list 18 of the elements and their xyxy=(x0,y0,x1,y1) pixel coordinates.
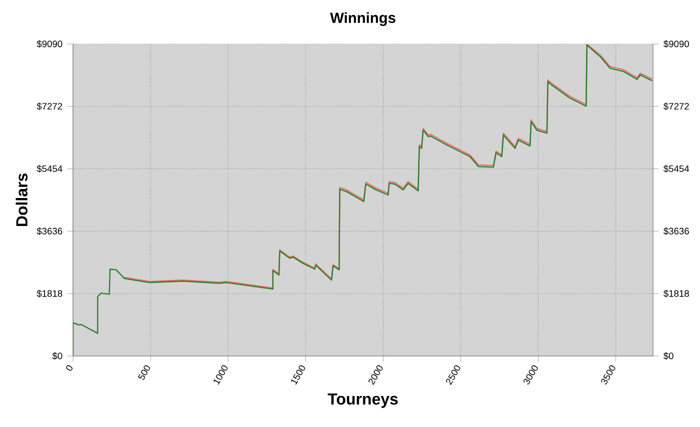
x-tick-label: 500 xyxy=(138,365,150,380)
y-tick-label: $1818 xyxy=(36,290,62,298)
y-tick-label: $0 xyxy=(52,352,62,360)
chart-title: Winnings xyxy=(330,12,396,26)
y2-tick-label: $9090 xyxy=(664,40,689,48)
x-axis-title: Tourneys xyxy=(328,394,398,408)
y-tick-label: $9090 xyxy=(36,40,62,48)
y2-tick-label: $0 xyxy=(664,352,674,360)
y2-tick-label: $1818 xyxy=(664,290,689,298)
y2-tick-label: $7272 xyxy=(664,102,689,110)
x-tick-label: 0 xyxy=(66,365,72,371)
line-series xyxy=(73,44,653,356)
y-tick-label: $7272 xyxy=(36,102,62,110)
y-axis-title: Dollars xyxy=(16,174,28,226)
y2-tick-label: $3636 xyxy=(664,227,689,235)
y-tick-label: $3636 xyxy=(36,227,62,235)
y2-tick-label: $5454 xyxy=(664,165,690,173)
y-tick-label: $5454 xyxy=(36,165,62,173)
